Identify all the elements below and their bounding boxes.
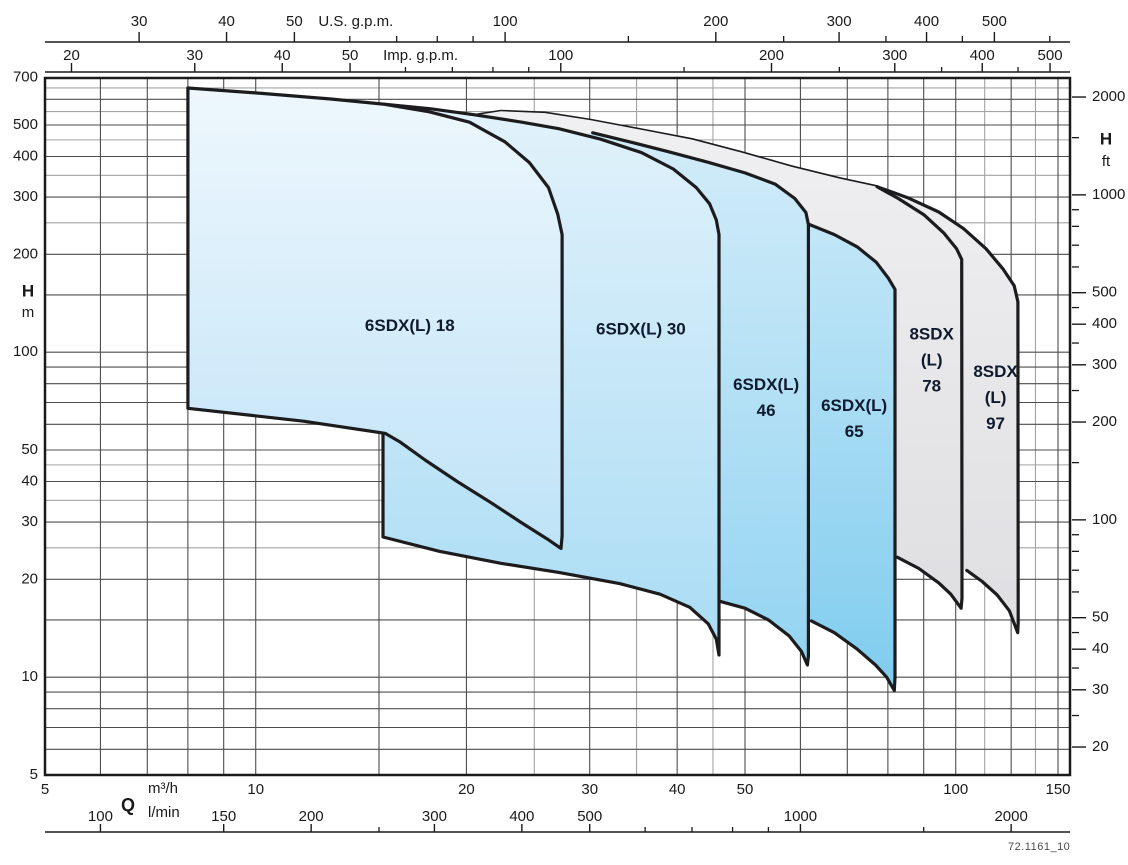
tick-label-imp: 20 [63,47,80,64]
tick-label-us: 30 [131,13,148,30]
tick-label-q-m3h: 40 [669,781,686,798]
tick-label-h-m: 300 [13,188,38,205]
tick-label-h-ft: 20 [1092,738,1109,755]
tick-label-us: 300 [827,13,852,30]
axis-unit-m3h: m³/h [148,780,178,797]
tick-label-h-ft: 2000 [1092,88,1125,105]
axis-bottom-m3h: 5 10 20 30 40 50 100 150 Qm³/h l/min [41,780,1071,821]
region-label-8sdxl-97: 8SDX [973,362,1018,381]
tick-label-us: 400 [914,13,939,30]
tick-label-q-m3h: 100 [943,781,968,798]
axis-title-imp-gpm: Imp. g.p.m. [383,47,458,64]
tick-label-imp: 400 [970,47,995,64]
tick-label-lmin: 100 [88,808,113,825]
region-label-6sdxl-65: 65 [845,422,864,441]
region-6sdxl-18-outline [186,86,564,550]
region-label-8sdxl-78: 8SDX [909,324,954,343]
region-label-6sdxl-65: 6SDX(L) [821,396,887,415]
tick-label-lmin: 150 [211,808,236,825]
axis-right-h-ft: 2000 1000 500 400 300 200 100 50 40 30 20 Hft [1072,88,1125,755]
axis-title-us-gpm: U.S. g.p.m. [318,13,393,30]
axis-title-h-right: H [1100,129,1112,148]
tick-label-imp: 30 [186,47,203,64]
tick-label-imp: 50 [342,47,359,64]
region-label-8sdxl-78: (L) [921,350,943,369]
tick-label-imp: 40 [274,47,291,64]
region-label-8sdxl-97: (L) [985,388,1007,407]
tick-label-h-m: 500 [13,116,38,133]
region-label-6sdxl-46: 46 [757,401,776,420]
region-label-6sdxl-18: 6SDX(L) 18 [365,316,455,335]
tick-label-us: 500 [982,13,1007,30]
tick-label-q-m3h: 150 [1045,781,1070,798]
tick-label-imp: 500 [1038,47,1063,64]
region-6sdxl-65-outline [807,222,897,693]
tick-label-h-ft: 300 [1092,356,1117,373]
tick-label-us: 50 [286,13,303,30]
region-label-6sdxl-30: 6SDX(L) 30 [596,319,686,338]
region-6sdxl-46-outline [591,131,810,667]
tick-label-h-m: 400 [13,147,38,164]
tick-label-lmin: 1000 [784,808,817,825]
tick-label-imp: 100 [548,47,573,64]
tick-label-h-m: 10 [21,668,38,685]
region-6sdxl-30-outline [381,102,721,657]
axis-title-q: Q [121,795,135,815]
region-6sdxl-18-fill [187,88,563,549]
tick-label-lmin: 2000 [994,808,1027,825]
tick-label-h-m: 100 [13,343,38,360]
tick-label-us: 40 [218,13,235,30]
tick-label-q-m3h: 5 [41,781,49,798]
region-6sdxl-18 [186,86,564,550]
region-labels-layer: 8SDX (L) 97 8SDX (L) 78 6SDX(L) 65 6SDX(L) 46 6SDX… [365,316,1018,441]
region-label-8sdxl-97: 97 [986,414,1005,433]
tick-label-lmin: 200 [299,808,324,825]
tick-label-q-m3h: 20 [458,781,475,798]
axis-unit-m: m [22,304,35,321]
drawing-reference-code: 72.1161_10 [1008,841,1071,853]
axis-bottom-lmin: 100 150 200 300 400 500 1000 2000 [45,808,1070,833]
axis-top-us-gpm: 30 40 50 100 200 300 400 500 U.S. g.p.m. [45,13,1070,43]
tick-label-lmin: 300 [422,808,447,825]
region-label-6sdxl-46: 6SDX(L) [733,375,799,394]
tick-label-h-ft: 200 [1092,413,1117,430]
region-label-8sdxl-78: 78 [922,376,941,395]
tick-label-h-ft: 100 [1092,511,1117,528]
tick-label-q-m3h: 10 [247,781,264,798]
axis-left-h-m: 700 500 400 300 200 100 50 40 30 20 10 5 Hm [13,68,38,782]
tick-label-us: 100 [493,13,518,30]
tick-label-h-m: 40 [21,472,38,489]
tick-label-h-ft: 30 [1092,681,1109,698]
tick-label-lmin: 500 [577,808,602,825]
tick-label-h-ft: 500 [1092,284,1117,301]
tick-label-q-m3h: 30 [581,781,598,798]
tick-label-h-m: 200 [13,245,38,262]
tick-label-h-ft: 50 [1092,609,1109,626]
tick-label-h-ft: 400 [1092,315,1117,332]
tick-label-us: 200 [703,13,728,30]
tick-label-h-m: 5 [30,766,38,783]
tick-label-h-m: 20 [21,570,38,587]
tick-label-lmin: 400 [509,808,534,825]
axis-unit-lmin: l/min [148,804,180,821]
axis-unit-ft: ft [1102,153,1111,170]
envelope-regions-layer [186,86,1020,693]
tick-label-imp: 200 [759,47,784,64]
region-8sdxl-78-outline [875,185,964,610]
tick-label-imp: 300 [882,47,907,64]
tick-label-h-ft: 40 [1092,640,1109,657]
plot-frame [43,76,1072,777]
tick-label-h-ft: 1000 [1092,186,1125,203]
tick-label-h-m: 700 [13,68,38,85]
tick-label-h-m: 30 [21,513,38,530]
axis-title-h-left: H [22,281,34,300]
tick-label-h-m: 50 [21,441,38,458]
tick-label-q-m3h: 50 [737,781,754,798]
axis-top-imp-gpm: 20 30 40 50 100 200 300 400 500 Imp. g.p.m. [45,47,1070,73]
